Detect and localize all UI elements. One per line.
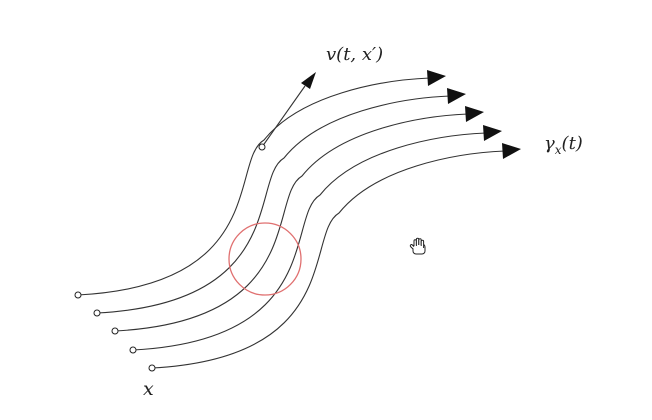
start-point-3 bbox=[111, 327, 119, 335]
flow-line-5-arrowhead bbox=[502, 143, 521, 159]
start-point-4 bbox=[129, 346, 137, 354]
flow-line-1-arrowhead bbox=[427, 70, 446, 86]
highlight-circle bbox=[228, 222, 302, 296]
start-point-5 bbox=[148, 364, 156, 372]
flow-line-1 bbox=[77, 77, 431, 296]
flow-line-3-arrowhead bbox=[465, 106, 484, 122]
curve-label-base: γ bbox=[544, 133, 555, 154]
start-point-2 bbox=[93, 309, 101, 317]
flow-line-5 bbox=[151, 150, 506, 369]
flow-line-2 bbox=[96, 95, 451, 314]
velocity-arrow-shaft bbox=[261, 85, 306, 148]
curve-label-argument: (t) bbox=[562, 133, 583, 154]
velocity-arrowhead bbox=[301, 72, 316, 89]
flow-line-3 bbox=[114, 113, 469, 332]
start-label: x bbox=[143, 378, 154, 400]
flow-line-4-arrowhead bbox=[483, 125, 502, 141]
curve-label: γx(t) bbox=[544, 133, 583, 157]
start-point-1 bbox=[74, 291, 82, 299]
velocity-label: v(t, x′) bbox=[326, 44, 383, 65]
velocity-base-point bbox=[258, 143, 266, 151]
flow-line-2-arrowhead bbox=[447, 88, 466, 104]
curve-label-subscript: x bbox=[555, 143, 562, 157]
flow-line-4 bbox=[132, 132, 487, 351]
open-hand-cursor-icon bbox=[409, 237, 426, 255]
